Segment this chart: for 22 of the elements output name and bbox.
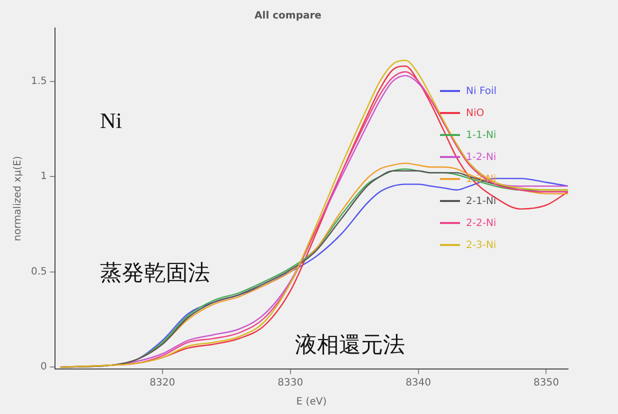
legend-label: 1-1-Ni xyxy=(466,130,496,140)
annotation: Ni xyxy=(100,108,122,134)
y-axis-title: normalized xμ(E) xyxy=(12,156,24,242)
x-tick-label: 8330 xyxy=(278,378,304,389)
legend-label: 2-2-Ni xyxy=(466,218,496,228)
legend-label: 1-2-Ni xyxy=(466,152,496,162)
annotation: 液相還元法 xyxy=(295,331,405,359)
legend-label: 2-3-Ni xyxy=(466,240,496,250)
x-axis-title: E (eV) xyxy=(296,396,327,408)
legend-label: NiO xyxy=(466,108,484,118)
y-tick-label: 1.5 xyxy=(30,76,47,87)
annotation: 蒸発乾固法 xyxy=(100,259,210,287)
y-tick-label: 0 xyxy=(40,362,47,373)
x-tick-label: 8340 xyxy=(406,378,432,389)
x-tick-label: 8350 xyxy=(534,378,559,389)
x-tick-label: 8320 xyxy=(150,378,176,389)
legend-label: 2-1-Ni xyxy=(466,196,496,206)
legend-label: 1-3-Ni xyxy=(466,174,496,184)
y-tick-label: 1 xyxy=(40,171,47,182)
legend-label: Ni Foil xyxy=(466,86,497,96)
chart-title: All compare xyxy=(254,10,322,22)
y-tick-label: 0.5 xyxy=(30,266,47,278)
